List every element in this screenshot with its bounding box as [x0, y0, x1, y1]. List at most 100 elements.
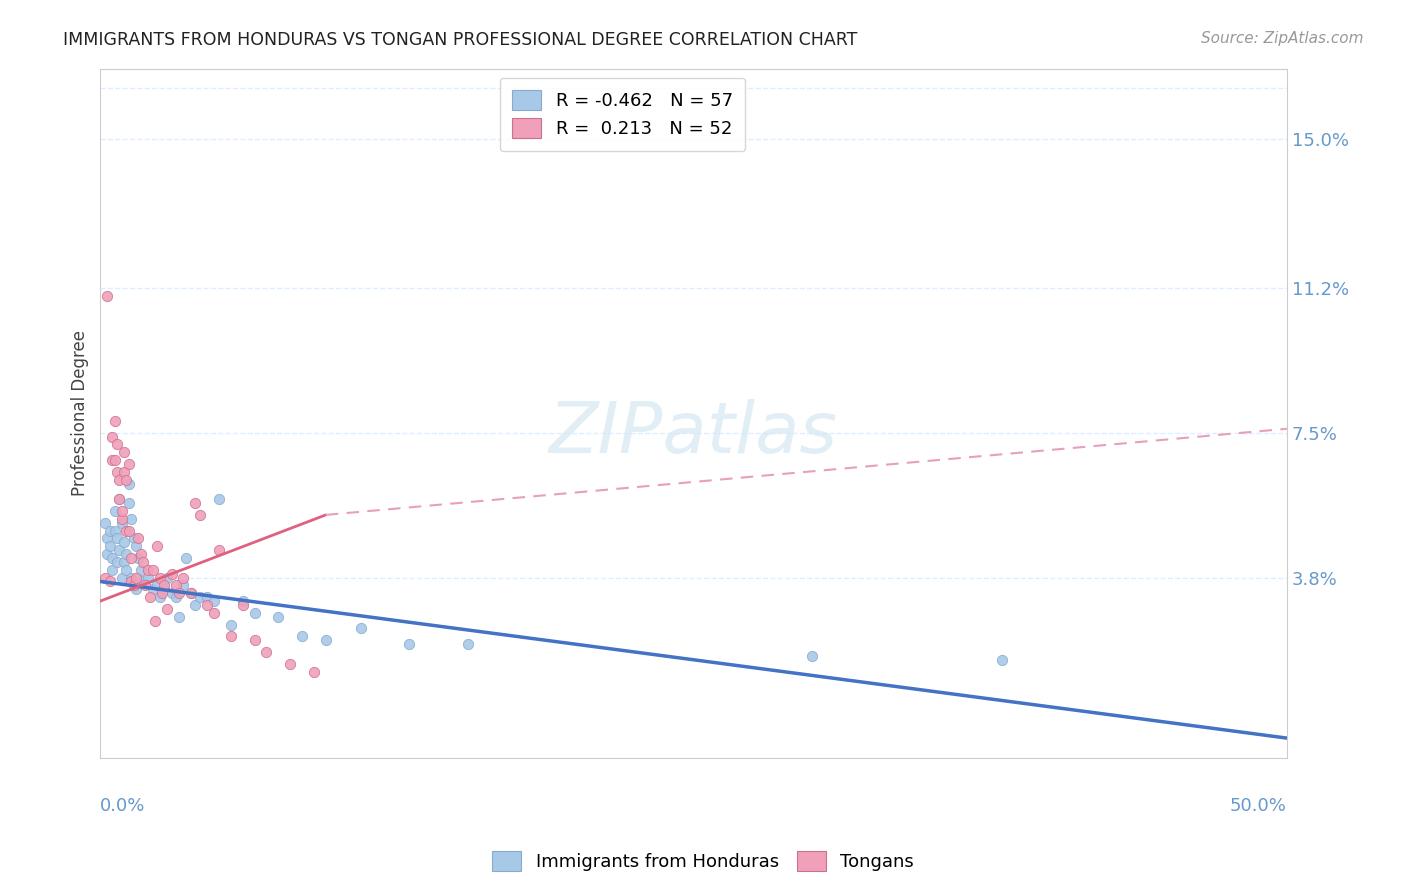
- Point: [232, 594, 254, 608]
- Point: [202, 594, 225, 608]
- Point: [195, 590, 218, 604]
- Point: [129, 563, 152, 577]
- Point: [132, 555, 155, 569]
- Point: [111, 516, 134, 530]
- Point: [160, 586, 183, 600]
- Point: [96, 532, 118, 546]
- Point: [132, 574, 155, 589]
- Point: [153, 582, 176, 597]
- Point: [208, 492, 231, 507]
- Point: [243, 606, 266, 620]
- Point: [122, 578, 145, 592]
- Point: [146, 578, 169, 592]
- Text: 0.0%: 0.0%: [100, 797, 146, 814]
- Point: [188, 508, 211, 522]
- Point: [105, 437, 128, 451]
- Point: [127, 551, 149, 566]
- Point: [146, 539, 169, 553]
- Point: [108, 473, 131, 487]
- Point: [167, 586, 190, 600]
- Point: [302, 665, 325, 679]
- Point: [291, 629, 314, 643]
- Point: [115, 563, 138, 577]
- Point: [98, 574, 121, 589]
- Point: [125, 570, 148, 584]
- Point: [96, 288, 118, 302]
- Point: [120, 551, 142, 566]
- Point: [94, 516, 117, 530]
- Point: [115, 547, 138, 561]
- Text: IMMIGRANTS FROM HONDURAS VS TONGAN PROFESSIONAL DEGREE CORRELATION CHART: IMMIGRANTS FROM HONDURAS VS TONGAN PROFE…: [63, 31, 858, 49]
- Point: [219, 617, 242, 632]
- Point: [134, 578, 156, 592]
- Point: [103, 524, 125, 538]
- Point: [120, 512, 142, 526]
- Point: [129, 547, 152, 561]
- Point: [398, 637, 420, 651]
- Point: [118, 496, 141, 510]
- Point: [202, 606, 225, 620]
- Legend: R = -0.462   N = 57, R =  0.213   N = 52: R = -0.462 N = 57, R = 0.213 N = 52: [499, 78, 745, 151]
- Point: [103, 453, 125, 467]
- Point: [101, 563, 124, 577]
- Point: [111, 504, 134, 518]
- Point: [118, 524, 141, 538]
- Point: [150, 586, 173, 600]
- Point: [267, 609, 290, 624]
- Point: [208, 543, 231, 558]
- Point: [101, 551, 124, 566]
- Point: [184, 598, 207, 612]
- Point: [219, 629, 242, 643]
- Point: [96, 547, 118, 561]
- Point: [172, 570, 194, 584]
- Point: [101, 453, 124, 467]
- Point: [112, 445, 135, 459]
- Point: [112, 535, 135, 549]
- Point: [105, 532, 128, 546]
- Point: [243, 633, 266, 648]
- Point: [98, 524, 121, 538]
- Point: [149, 570, 172, 584]
- Point: [108, 543, 131, 558]
- Point: [160, 566, 183, 581]
- Point: [184, 496, 207, 510]
- Point: [167, 609, 190, 624]
- Point: [120, 574, 142, 589]
- Point: [136, 563, 159, 577]
- Point: [101, 429, 124, 443]
- Legend: Immigrants from Honduras, Tongans: Immigrants from Honduras, Tongans: [485, 844, 921, 879]
- Point: [112, 465, 135, 479]
- Point: [108, 492, 131, 507]
- Point: [457, 637, 479, 651]
- Point: [125, 582, 148, 597]
- Point: [991, 653, 1014, 667]
- Point: [105, 555, 128, 569]
- Point: [174, 551, 197, 566]
- Point: [122, 532, 145, 546]
- Point: [112, 555, 135, 569]
- Point: [188, 590, 211, 604]
- Point: [103, 504, 125, 518]
- Point: [142, 582, 165, 597]
- Point: [120, 570, 142, 584]
- Text: 50.0%: 50.0%: [1230, 797, 1286, 814]
- Point: [156, 570, 179, 584]
- Point: [232, 598, 254, 612]
- Point: [165, 578, 187, 592]
- Point: [153, 578, 176, 592]
- Point: [136, 570, 159, 584]
- Point: [142, 563, 165, 577]
- Text: Source: ZipAtlas.com: Source: ZipAtlas.com: [1201, 31, 1364, 46]
- Point: [118, 457, 141, 471]
- Point: [180, 586, 202, 600]
- Point: [149, 590, 172, 604]
- Point: [801, 648, 824, 663]
- Point: [105, 465, 128, 479]
- Point: [278, 657, 301, 671]
- Point: [180, 586, 202, 600]
- Point: [94, 570, 117, 584]
- Point: [103, 414, 125, 428]
- Point: [315, 633, 337, 648]
- Point: [115, 473, 138, 487]
- Point: [111, 570, 134, 584]
